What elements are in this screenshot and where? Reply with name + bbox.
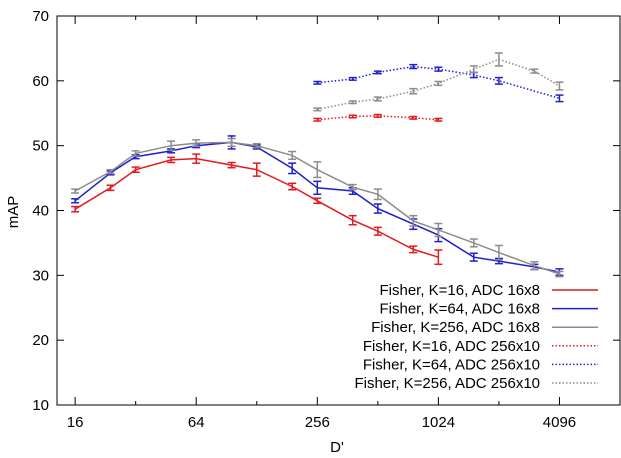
series-6 bbox=[313, 52, 564, 112]
x-tick-label: 64 bbox=[188, 414, 205, 431]
series-line bbox=[317, 58, 560, 111]
y-tick-label: 20 bbox=[32, 332, 49, 349]
x-axis-title: D' bbox=[330, 439, 344, 456]
legend-label: Fisher, K=64, ADC 16x8 bbox=[379, 301, 540, 318]
x-tick-label: 1024 bbox=[422, 414, 455, 431]
y-tick-label: 30 bbox=[32, 267, 49, 284]
series-layer bbox=[71, 52, 564, 278]
legend-label: Fisher, K=16, ADC 256x10 bbox=[363, 338, 540, 355]
y-tick-label: 70 bbox=[32, 8, 49, 25]
legend-label: Fisher, K=256, ADC 256x10 bbox=[354, 375, 540, 392]
x-axis: 16 64 256 1024 4096 bbox=[67, 16, 621, 431]
series-1 bbox=[71, 153, 443, 266]
series-line bbox=[317, 65, 560, 100]
series-4 bbox=[313, 113, 443, 122]
y-axis: 10 20 30 40 50 60 70 bbox=[32, 8, 620, 414]
x-tick-label: 4096 bbox=[543, 414, 576, 431]
legend: Fisher, K=16, ADC 16x8 Fisher, K=64, ADC … bbox=[354, 282, 598, 392]
legend-label: Fisher, K=64, ADC 256x10 bbox=[363, 356, 540, 373]
x-tick-label: 16 bbox=[67, 414, 84, 431]
series-3 bbox=[71, 137, 564, 278]
y-axis-title: mAP bbox=[5, 196, 22, 229]
y-tick-label: 60 bbox=[32, 73, 49, 90]
y-tick-label: 40 bbox=[32, 203, 49, 220]
y-tick-label: 50 bbox=[32, 138, 49, 155]
x-tick-label: 256 bbox=[305, 414, 330, 431]
legend-label: Fisher, K=256, ADC 16x8 bbox=[371, 319, 540, 336]
y-tick-label: 10 bbox=[32, 397, 49, 414]
series-2 bbox=[71, 135, 564, 277]
legend-label: Fisher, K=16, ADC 16x8 bbox=[379, 282, 540, 299]
